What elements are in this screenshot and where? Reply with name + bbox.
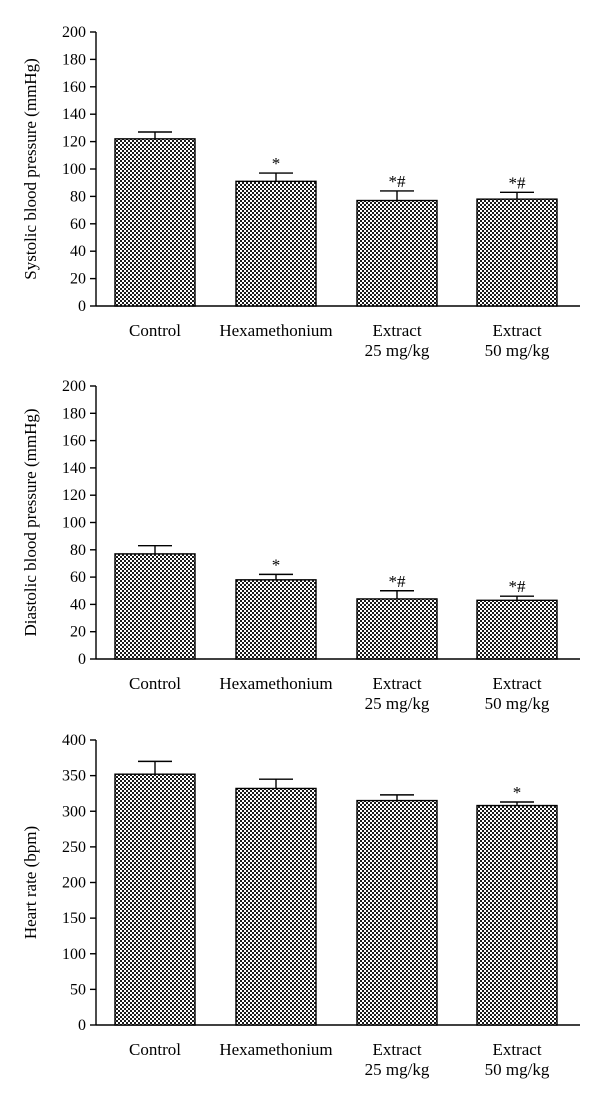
bar-3	[356, 598, 438, 660]
category-label: Extract	[492, 1040, 541, 1059]
bar-4	[476, 804, 558, 1026]
significance-label: *	[272, 555, 281, 574]
y-tick-label: 400	[62, 732, 86, 749]
category-label: Control	[129, 321, 181, 340]
y-tick-label: 200	[62, 378, 86, 395]
y-tick-label: 140	[62, 460, 86, 477]
y-tick-label: 120	[62, 487, 86, 504]
bar-3	[356, 799, 438, 1026]
category-label: 50 mg/kg	[485, 694, 550, 713]
bar-1	[114, 138, 196, 307]
category-label: Hexamethonium	[219, 1040, 332, 1059]
category-label: 25 mg/kg	[365, 1060, 430, 1079]
y-tick-label: 40	[70, 243, 86, 260]
y-axis-title: Heart rate (bpm)	[21, 826, 40, 939]
y-tick-label: 200	[62, 875, 86, 892]
category-label: Extract	[492, 321, 541, 340]
chart-panel-1: 0 20 40 60 80 100 120 140 160 180 200 Systolic bloo…	[21, 24, 580, 360]
category-label: 50 mg/kg	[485, 1060, 550, 1079]
y-tick-label: 0	[78, 298, 86, 315]
category-label: Extract	[492, 674, 541, 693]
category-label: Extract	[372, 674, 421, 693]
y-tick-label: 120	[62, 134, 86, 151]
y-tick-label: 140	[62, 106, 86, 123]
significance-label: *#	[509, 173, 527, 192]
y-tick-label: 50	[70, 981, 86, 998]
bar-3	[356, 199, 438, 307]
chart-panel-3: 0 50 100 150 200 250 300 350 400 Heart rate (bpm)…	[21, 732, 580, 1079]
y-tick-label: 100	[62, 946, 86, 963]
y-tick-label: 150	[62, 910, 86, 927]
significance-label: *	[513, 783, 522, 802]
y-tick-label: 80	[70, 188, 86, 205]
y-tick-label: 20	[70, 624, 86, 641]
significance-label: *#	[389, 172, 407, 191]
significance-label: *#	[389, 572, 407, 591]
y-tick-label: 20	[70, 271, 86, 288]
y-tick-label: 250	[62, 839, 86, 856]
y-tick-label: 60	[70, 569, 86, 586]
y-axis-title: Systolic blood pressure (mmHg)	[21, 58, 40, 279]
bar-2	[235, 787, 317, 1026]
bar-4	[476, 599, 558, 660]
category-label: 25 mg/kg	[365, 341, 430, 360]
y-tick-label: 0	[78, 651, 86, 668]
y-tick-label: 180	[62, 51, 86, 68]
category-label: Hexamethonium	[219, 321, 332, 340]
bar-4	[476, 198, 558, 307]
y-axis-title: Diastolic blood pressure (mmHg)	[21, 408, 40, 636]
y-tick-label: 0	[78, 1017, 86, 1034]
y-tick-label: 350	[62, 768, 86, 785]
category-label: Extract	[372, 1040, 421, 1059]
y-tick-label: 80	[70, 542, 86, 559]
category-label: Control	[129, 674, 181, 693]
significance-label: *	[272, 154, 281, 173]
y-tick-label: 180	[62, 405, 86, 422]
category-label: Extract	[372, 321, 421, 340]
category-label: 25 mg/kg	[365, 694, 430, 713]
category-label: Hexamethonium	[219, 674, 332, 693]
y-tick-label: 200	[62, 24, 86, 41]
y-tick-label: 100	[62, 161, 86, 178]
category-label: 50 mg/kg	[485, 341, 550, 360]
bar-1	[114, 553, 196, 660]
significance-label: *#	[509, 577, 527, 596]
chart-panel-2: 0 20 40 60 80 100 120 140 160 180 200 Diastolic blo…	[21, 378, 580, 713]
y-tick-label: 300	[62, 803, 86, 820]
bar-1	[114, 773, 196, 1026]
y-tick-label: 160	[62, 79, 86, 96]
bar-2	[235, 180, 317, 307]
category-label: Control	[129, 1040, 181, 1059]
y-tick-label: 60	[70, 216, 86, 233]
y-tick-label: 100	[62, 515, 86, 532]
y-tick-label: 160	[62, 433, 86, 450]
y-tick-label: 40	[70, 596, 86, 613]
bar-2	[235, 579, 317, 660]
